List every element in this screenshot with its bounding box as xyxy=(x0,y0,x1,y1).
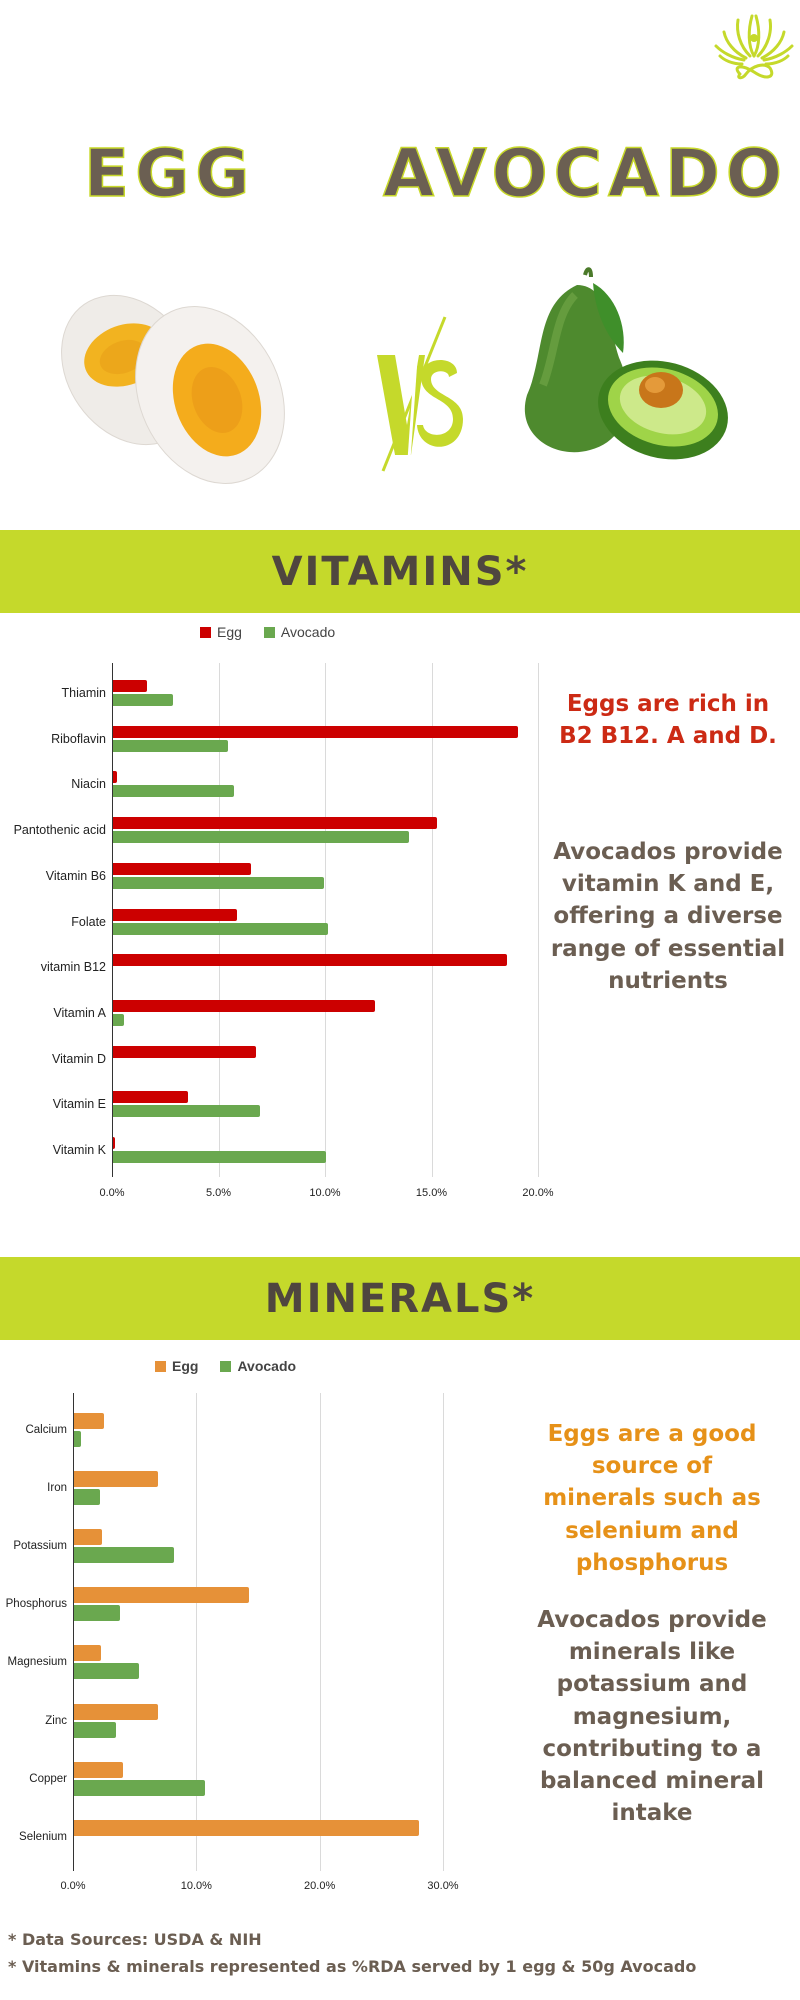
avocado-bar xyxy=(74,1779,205,1796)
x-axis-tick-label: 20.0% xyxy=(522,1187,554,1199)
egg-bar xyxy=(74,1413,104,1429)
x-axis-tick-label: 0.0% xyxy=(99,1187,125,1199)
egg-mineral-note: Eggs are a good source of minerals such … xyxy=(543,1421,761,1576)
gridline xyxy=(431,663,433,1177)
versus-icon xyxy=(377,316,463,472)
x-axis-tick-label: 0.0% xyxy=(60,1880,86,1892)
egg-bar xyxy=(74,1529,103,1546)
gridline xyxy=(443,1393,444,1871)
category-label: Vitamin K xyxy=(52,1143,106,1157)
category-label: Vitamin B6 xyxy=(45,868,106,883)
avocado-legend-label: Avocado xyxy=(237,1358,297,1374)
egg-vitamin-note: Eggs are rich in B2 B12. A and D. xyxy=(559,691,777,750)
egg-legend-label: Egg xyxy=(217,624,242,640)
egg-bar xyxy=(74,1761,124,1778)
egg-legend-label: Egg xyxy=(172,1358,199,1374)
category-label: Potassium xyxy=(13,1540,67,1553)
egg-bar xyxy=(113,817,437,830)
avocado-bar xyxy=(113,694,173,706)
data-sources-note: * Data Sources: USDA & NIH xyxy=(8,1930,262,1949)
avocado-legend-swatch xyxy=(220,1360,232,1372)
egg-bar xyxy=(74,1703,158,1720)
egg-bar xyxy=(74,1645,102,1662)
egg-bar xyxy=(113,1091,188,1104)
egg-bar xyxy=(113,1045,256,1058)
avocado-bar xyxy=(74,1721,116,1738)
category-label: vitamin B12 xyxy=(40,960,106,975)
vitamins-section-header: VITAMINS* xyxy=(0,530,800,613)
avocado-bar xyxy=(113,1105,260,1118)
category-label: Calcium xyxy=(25,1424,67,1436)
category-label: Copper xyxy=(29,1772,67,1785)
egg-title: EGG xyxy=(83,134,256,213)
x-axis-tick-label: 30.0% xyxy=(427,1880,459,1892)
avocado-bar xyxy=(74,1489,100,1506)
egg-bar xyxy=(113,862,252,875)
avocado-legend-label: Avocado xyxy=(280,624,336,640)
gridline xyxy=(319,1393,321,1871)
category-label: Vitamin D xyxy=(52,1051,106,1066)
egg-bar xyxy=(113,680,148,692)
egg-bar xyxy=(74,1471,158,1488)
x-axis-tick-label: 20.0% xyxy=(304,1880,336,1892)
avocado-bar xyxy=(74,1605,120,1622)
egg-legend-swatch xyxy=(155,1360,166,1372)
gridline xyxy=(325,663,326,1177)
gridline xyxy=(538,663,539,1177)
x-axis-tick-label: 10.0% xyxy=(309,1187,341,1199)
x-axis-tick-label: 15.0% xyxy=(415,1187,448,1199)
avocado-bar xyxy=(74,1431,82,1447)
egg-bar xyxy=(113,1137,116,1149)
lotus-yoga-logo-icon xyxy=(714,14,794,80)
vitamins-bar-chart: 0.0% 5.0% 10.0% 15.0% 20.0% Thiamin Riboflavin… xyxy=(13,663,554,1199)
category-label: Folate xyxy=(71,914,106,929)
minerals-bar-chart: 0.0% 10.0% 20.0% 30.0% Calcium Iron Potassium P… xyxy=(5,1393,459,1892)
avocado-bar xyxy=(113,922,329,935)
category-label: Vitamin E xyxy=(52,1097,106,1112)
category-label: Magnesium xyxy=(7,1656,67,1669)
egg-bar xyxy=(113,954,508,967)
avocado-illustration xyxy=(524,267,728,460)
x-axis-tick-label: 10.0% xyxy=(180,1880,212,1892)
vitamins-title: VITAMINS* xyxy=(271,548,529,595)
avocado-vitamin-note: Avocados provide vitamin K and E, offeri… xyxy=(550,839,786,994)
avocado-bar xyxy=(113,785,235,798)
minerals-section-header: MINERALS* xyxy=(0,1257,800,1340)
vitamins-legend: Egg Avocado xyxy=(200,624,335,640)
avocado-bar xyxy=(113,1151,326,1163)
gridline xyxy=(196,1393,198,1871)
avocado-title: AVOCADO xyxy=(382,134,789,213)
boiled-egg-illustration xyxy=(61,294,285,484)
avocado-mineral-note: Avocados provide minerals like potassium… xyxy=(537,1607,767,1827)
y-axis-line xyxy=(73,1393,74,1871)
x-axis-tick-label: 5.0% xyxy=(205,1187,232,1199)
y-axis-line xyxy=(112,663,113,1177)
egg-bar xyxy=(74,1587,250,1604)
egg-legend-swatch xyxy=(200,626,211,638)
avocado-bar xyxy=(113,739,229,752)
category-label: Zinc xyxy=(45,1714,67,1727)
egg-bar xyxy=(113,771,118,784)
avocado-bar xyxy=(74,1663,140,1680)
avocado-bar xyxy=(113,876,324,889)
category-label: Pantothenic acid xyxy=(13,823,106,838)
egg-bar xyxy=(113,725,518,738)
avocado-bar xyxy=(74,1547,174,1564)
avocado-legend-swatch xyxy=(263,626,275,638)
category-label: Riboflavin xyxy=(51,731,106,746)
rda-note: * Vitamins & minerals represented as %RD… xyxy=(8,1957,697,1976)
category-label: Vitamin A xyxy=(53,1005,106,1020)
category-label: Iron xyxy=(47,1482,67,1495)
egg-bar xyxy=(74,1819,420,1836)
minerals-title: MINERALS* xyxy=(264,1275,536,1322)
category-label: Phosphorus xyxy=(5,1598,67,1611)
category-label: Thiamin xyxy=(61,686,106,700)
egg-bar xyxy=(113,908,237,921)
category-label: Niacin xyxy=(71,777,106,792)
avocado-bar xyxy=(113,831,410,844)
category-label: Selenium xyxy=(19,1830,67,1843)
minerals-legend: Egg Avocado xyxy=(155,1358,296,1374)
avocado-bar xyxy=(113,1013,124,1026)
egg-bar xyxy=(113,999,375,1012)
